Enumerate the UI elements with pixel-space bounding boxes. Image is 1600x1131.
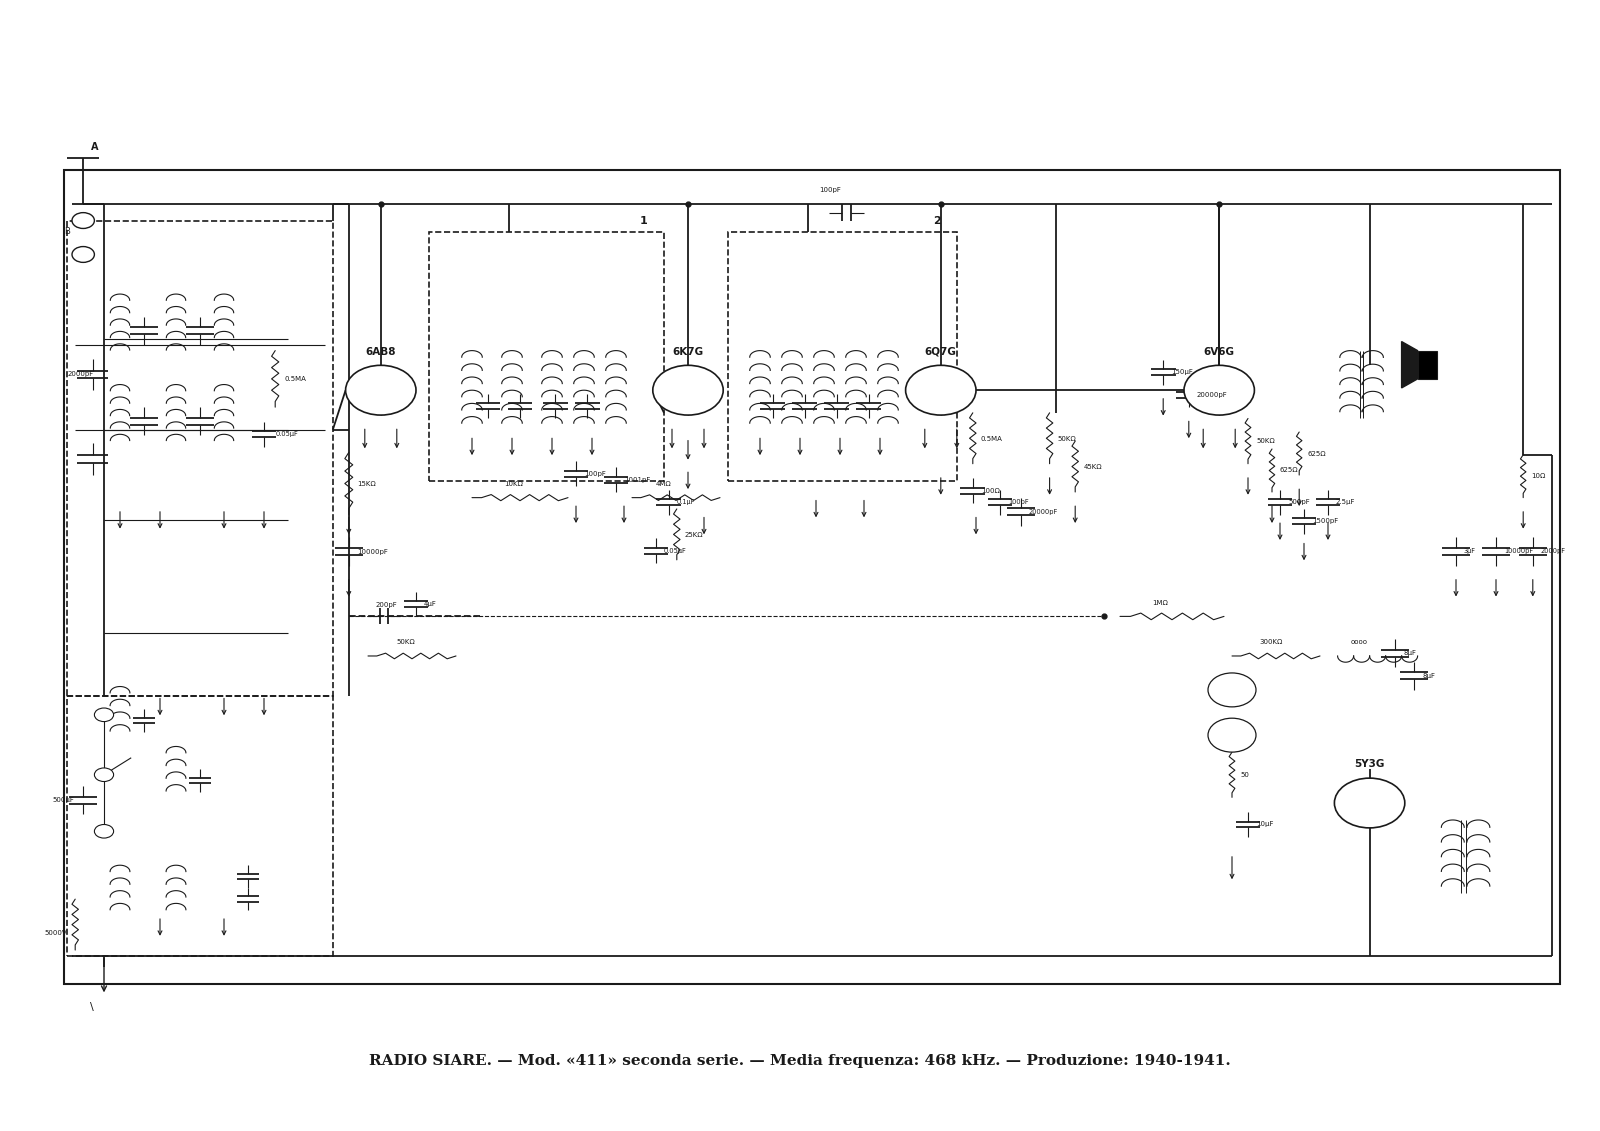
Text: 6V6G: 6V6G <box>1203 346 1235 356</box>
Text: 25KΩ: 25KΩ <box>685 532 704 538</box>
Text: 20000pF: 20000pF <box>1197 391 1227 398</box>
Text: 0.5MA: 0.5MA <box>981 435 1003 442</box>
Circle shape <box>653 365 723 415</box>
Text: 500pF: 500pF <box>1288 499 1310 506</box>
Text: 6Q7G: 6Q7G <box>925 346 957 356</box>
Text: 45KΩ: 45KΩ <box>1083 464 1102 470</box>
Bar <box>1418 351 1437 379</box>
Text: 0.5MA: 0.5MA <box>285 375 307 382</box>
Bar <box>67 221 333 696</box>
Circle shape <box>72 247 94 262</box>
Text: 8µF: 8µF <box>1403 650 1416 656</box>
Text: 50: 50 <box>1240 771 1250 778</box>
Text: 4µF: 4µF <box>424 601 437 607</box>
Text: 500µF: 500µF <box>53 797 75 803</box>
Text: 2000pF: 2000pF <box>1541 549 1566 554</box>
Text: 50KΩ: 50KΩ <box>1058 435 1077 442</box>
Circle shape <box>1184 365 1254 415</box>
Circle shape <box>94 708 114 722</box>
Text: 150µF: 150µF <box>1171 369 1194 375</box>
Circle shape <box>1334 778 1405 828</box>
Circle shape <box>72 213 94 228</box>
Circle shape <box>1208 673 1256 707</box>
Text: 15KΩ: 15KΩ <box>357 481 376 487</box>
Bar <box>64 170 1560 984</box>
Circle shape <box>346 365 416 415</box>
Text: 10µF: 10µF <box>1256 821 1274 828</box>
Text: 1MΩ: 1MΩ <box>1152 599 1168 606</box>
Text: 2: 2 <box>933 216 941 225</box>
Text: 4MΩ: 4MΩ <box>656 481 672 487</box>
Text: 200pF: 200pF <box>376 602 398 608</box>
Text: oooo: oooo <box>1350 639 1368 646</box>
Text: 6K7G: 6K7G <box>672 346 704 356</box>
Circle shape <box>94 768 114 782</box>
Text: 0.05µF: 0.05µF <box>664 547 686 554</box>
Text: 625Ω: 625Ω <box>1280 467 1299 474</box>
Bar <box>728 232 957 481</box>
Text: 50KΩ: 50KΩ <box>397 639 416 646</box>
Text: 10KΩ: 10KΩ <box>504 481 523 487</box>
Text: RADIO SIARE. — Mod. «411» seconda serie. — Media frequenza: 468 kHz. — Produzion: RADIO SIARE. — Mod. «411» seconda serie.… <box>370 1054 1230 1068</box>
Polygon shape <box>1402 342 1418 388</box>
Text: 0.1µF: 0.1µF <box>677 499 694 506</box>
Text: 625Ω: 625Ω <box>1307 450 1326 457</box>
Text: 100pF: 100pF <box>584 470 606 477</box>
Text: 10000pF: 10000pF <box>357 549 387 555</box>
Text: 300KΩ: 300KΩ <box>1259 639 1283 646</box>
Bar <box>429 232 664 481</box>
Text: 1: 1 <box>640 216 648 225</box>
Text: 3µF: 3µF <box>1464 549 1475 554</box>
Circle shape <box>1208 718 1256 752</box>
Text: A: A <box>91 143 99 152</box>
Text: 2000pF: 2000pF <box>67 371 93 378</box>
Text: 1500pF: 1500pF <box>1312 518 1338 525</box>
Text: 0.05µF: 0.05µF <box>275 431 298 438</box>
Text: 6AB8: 6AB8 <box>365 346 397 356</box>
Text: B: B <box>64 227 70 236</box>
Circle shape <box>94 824 114 838</box>
Circle shape <box>906 365 976 415</box>
Text: 100pF: 100pF <box>1008 499 1029 506</box>
Text: 2.5µF: 2.5µF <box>1336 499 1355 506</box>
Text: 10000pF: 10000pF <box>1504 549 1533 554</box>
Text: 5000V: 5000V <box>45 930 67 936</box>
Text: 50KΩ: 50KΩ <box>1256 438 1275 444</box>
Text: 1001pF: 1001pF <box>624 476 650 483</box>
Text: 100pF: 100pF <box>819 187 842 193</box>
Text: 10Ω: 10Ω <box>1531 473 1546 480</box>
Text: 5Y3G: 5Y3G <box>1355 759 1384 769</box>
Text: \: \ <box>90 1002 93 1011</box>
Text: 20000pF: 20000pF <box>1029 509 1058 516</box>
Text: 8µF: 8µF <box>1422 673 1435 679</box>
Text: 100Ω: 100Ω <box>981 487 1000 494</box>
Bar <box>67 696 333 956</box>
